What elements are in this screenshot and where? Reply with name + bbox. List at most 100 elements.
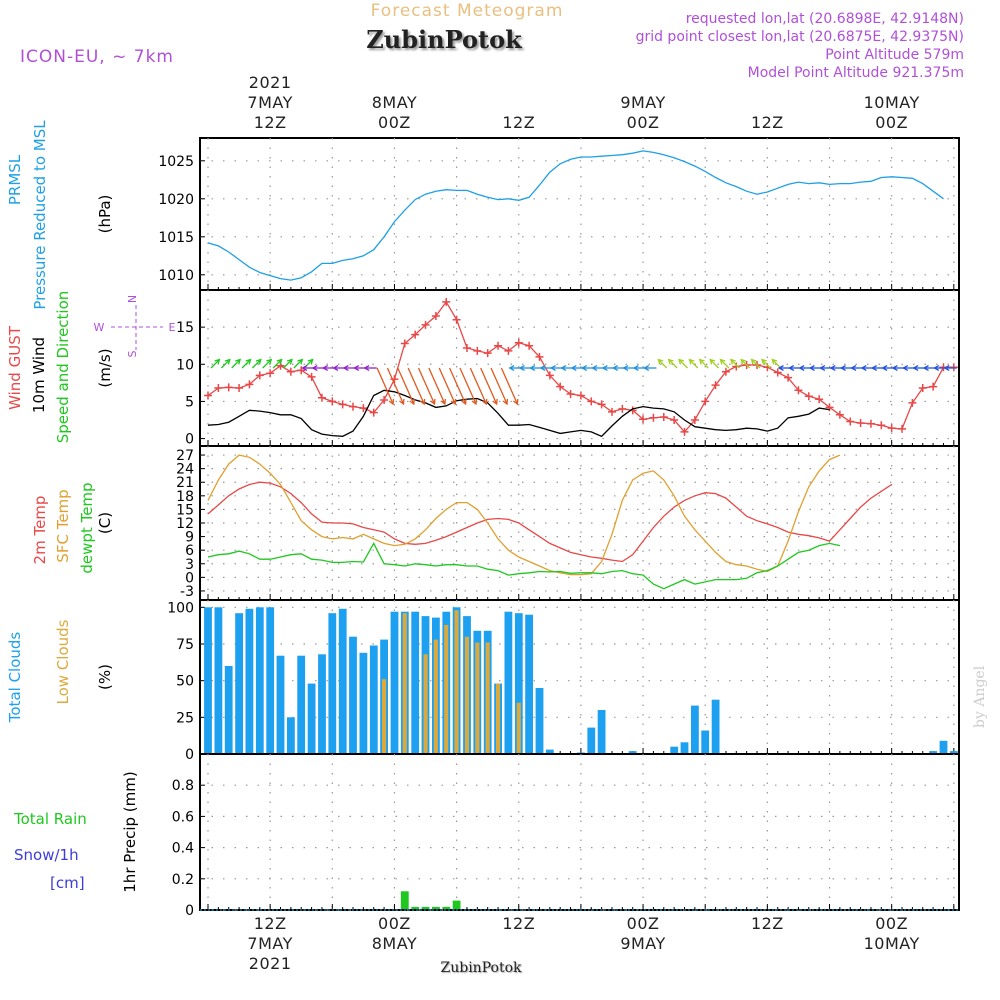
wind-direction-arrow <box>709 359 720 369</box>
wind-arrow-head <box>881 365 888 371</box>
clouds-bar-total-clouds <box>939 740 948 753</box>
wind-arrow-head <box>255 358 262 365</box>
clouds-bar-total-clouds <box>255 607 264 753</box>
gust-marker <box>514 338 523 347</box>
gust-marker <box>297 366 306 375</box>
time-axis-label: 7MAY <box>247 934 292 953</box>
temperature-ytick-label: 27 <box>176 448 194 464</box>
clouds-bar-total-clouds <box>691 705 699 753</box>
clouds-bar-low-clouds <box>496 683 501 753</box>
wind-ytick-label: 15 <box>176 320 194 336</box>
gust-marker <box>494 341 503 350</box>
clouds-bar-total-clouds <box>711 699 720 753</box>
clouds-bar-total-clouds <box>224 666 233 753</box>
closest-coords: grid point closest lon,lat (20.6875E, 42… <box>636 29 964 45</box>
wind-direction-arrow <box>397 367 415 405</box>
pressure-panel: 1010 1015 1020 1025 (hPa) <box>96 137 960 291</box>
pressure-ytick-label: 1020 <box>158 192 194 208</box>
wind-direction-arrow <box>490 367 508 405</box>
gust-marker <box>649 413 658 422</box>
clouds-bar-low-clouds <box>382 679 387 753</box>
wind-arrow-head <box>622 365 629 371</box>
wind-direction-arrow <box>251 359 262 369</box>
gust-marker <box>504 346 513 355</box>
requested-coords: requested lon,lat (20.6898E, 42.9148N) <box>686 11 964 27</box>
gust-marker <box>245 380 254 389</box>
clouds-bar-total-clouds <box>587 727 596 753</box>
pressure-unit-label: (hPa) <box>96 195 114 234</box>
wind-arrow-head <box>667 358 674 365</box>
wind-arrow-head <box>266 358 273 365</box>
wind-arrow-head <box>440 398 446 406</box>
wind-arrow-head <box>912 365 919 371</box>
clouds-bar-total-clouds <box>949 751 958 753</box>
gust-marker <box>266 369 275 378</box>
wind-ytick-label: 10 <box>176 357 194 373</box>
gust-marker <box>545 371 554 380</box>
gust-marker <box>473 346 482 355</box>
wind-direction-arrow <box>720 359 730 369</box>
wind-arrow-head <box>482 398 488 406</box>
gust-marker <box>224 383 233 392</box>
credit: by Angel <box>972 665 988 728</box>
clouds-bar-total-clouds <box>525 614 533 753</box>
clouds-bar-total-clouds <box>338 608 347 753</box>
pressure-ytick-label: 1010 <box>158 268 194 284</box>
clouds-bar-total-clouds <box>318 654 326 753</box>
gust-marker <box>442 297 451 306</box>
gust-marker <box>670 416 679 424</box>
clouds-bar-total-clouds <box>680 742 689 753</box>
wind-arrow-head <box>311 365 318 371</box>
time-axis-label: 00Z <box>378 113 411 132</box>
wind-arrow-head <box>321 365 329 371</box>
wind-arrow-head <box>539 365 546 371</box>
clouds-bar-total-clouds <box>390 611 399 753</box>
label-wind-gust: Wind GUST <box>6 325 24 410</box>
gust-marker <box>307 372 316 381</box>
time-axis-label: 8MAY <box>372 934 417 953</box>
wind-arrow-head <box>611 365 619 371</box>
clouds-bar-total-clouds <box>577 752 585 753</box>
wind-arrow-head <box>643 365 650 371</box>
wind-arrow-head <box>570 365 577 371</box>
wind-direction-arrow <box>417 367 436 405</box>
gust-marker <box>908 398 917 407</box>
gust-marker <box>898 424 907 433</box>
clouds-bar-total-clouds <box>929 751 937 753</box>
clouds-bar-low-clouds <box>485 642 490 753</box>
clouds-bar-total-clouds <box>369 645 378 753</box>
wind-arrow-head <box>419 398 426 406</box>
wind-direction-arrow <box>688 359 699 369</box>
gust-marker <box>214 384 223 393</box>
wind-arrow-head <box>580 365 588 371</box>
time-axis-label: 12Z <box>254 914 287 933</box>
compass-north: N <box>126 295 139 303</box>
temperature-ytick-label: 9 <box>185 530 194 546</box>
label-10m-wind: 10m Wind <box>30 337 48 413</box>
gust-marker <box>535 352 544 361</box>
wind-arrow-head <box>902 365 909 371</box>
wind-arrow-head <box>492 398 498 406</box>
gust-marker <box>639 415 648 424</box>
precip-ytick-label: 0.4 <box>172 841 194 857</box>
clouds-bar-total-clouds <box>287 717 295 753</box>
gust-marker <box>825 403 834 412</box>
wind-arrow-head <box>678 358 685 365</box>
model-label: ICON-EU, ~ 7km <box>20 47 174 67</box>
time-axis-label: 12Z <box>254 113 287 132</box>
wind-arrow-head <box>601 365 608 371</box>
clouds-bar-total-clouds <box>535 688 544 753</box>
wind-arrow-head <box>549 365 556 371</box>
wind-arrow-head <box>922 365 929 371</box>
clouds-bar-total-clouds <box>328 613 337 753</box>
wind-arrow-head <box>518 365 525 371</box>
wind-arrow-head <box>286 358 293 365</box>
pressure-ytick-label: 1015 <box>158 230 194 246</box>
time-axis-label: 00Z <box>875 113 908 132</box>
precip-bar-total-rain <box>452 900 461 909</box>
label-snow-unit: [cm] <box>50 874 85 892</box>
label-snow: Snow/1h <box>14 846 79 864</box>
